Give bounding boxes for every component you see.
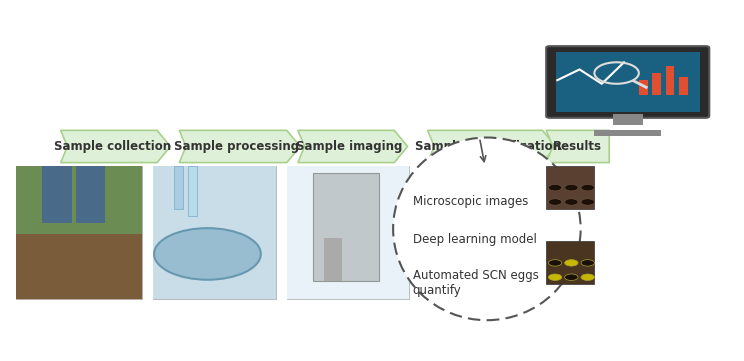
Ellipse shape xyxy=(393,138,580,320)
Text: Deep learning model: Deep learning model xyxy=(413,233,536,246)
Circle shape xyxy=(581,274,594,280)
Text: Results: Results xyxy=(554,140,602,153)
Bar xyxy=(16,166,142,299)
Bar xyxy=(16,234,142,299)
Bar xyxy=(312,173,379,281)
Circle shape xyxy=(565,199,578,205)
FancyBboxPatch shape xyxy=(16,166,142,299)
Text: Sample processing: Sample processing xyxy=(174,140,299,153)
Bar xyxy=(42,166,72,223)
Text: Microscopic images: Microscopic images xyxy=(413,196,528,209)
Bar xyxy=(174,166,183,209)
Circle shape xyxy=(565,184,578,191)
Bar xyxy=(639,80,648,95)
Polygon shape xyxy=(428,130,556,162)
Polygon shape xyxy=(61,130,170,162)
Bar xyxy=(546,166,594,209)
Bar xyxy=(546,242,594,284)
Polygon shape xyxy=(179,130,300,162)
Text: Sample quantification: Sample quantification xyxy=(415,140,562,153)
Text: Sample collection: Sample collection xyxy=(54,140,171,153)
Bar xyxy=(652,73,661,95)
Circle shape xyxy=(154,228,261,280)
FancyBboxPatch shape xyxy=(153,166,275,299)
Bar xyxy=(556,52,699,112)
Bar xyxy=(613,114,643,125)
Bar xyxy=(324,238,342,281)
FancyBboxPatch shape xyxy=(546,46,709,118)
Bar xyxy=(286,166,409,299)
Text: Automated SCN eggs
quantify: Automated SCN eggs quantify xyxy=(413,269,539,297)
Circle shape xyxy=(548,199,562,205)
Circle shape xyxy=(581,199,594,205)
Circle shape xyxy=(581,260,594,266)
Circle shape xyxy=(548,184,562,191)
Bar xyxy=(666,66,674,95)
Polygon shape xyxy=(298,130,408,162)
Circle shape xyxy=(581,184,594,191)
Circle shape xyxy=(548,274,562,280)
Bar xyxy=(188,166,197,216)
FancyBboxPatch shape xyxy=(286,166,409,299)
Circle shape xyxy=(548,260,562,266)
Circle shape xyxy=(565,260,578,266)
Text: Sample imaging: Sample imaging xyxy=(296,140,403,153)
Bar xyxy=(679,77,687,95)
Polygon shape xyxy=(546,130,609,162)
Circle shape xyxy=(565,274,578,280)
Bar xyxy=(75,166,105,223)
Bar xyxy=(594,130,661,136)
Bar xyxy=(153,166,275,299)
